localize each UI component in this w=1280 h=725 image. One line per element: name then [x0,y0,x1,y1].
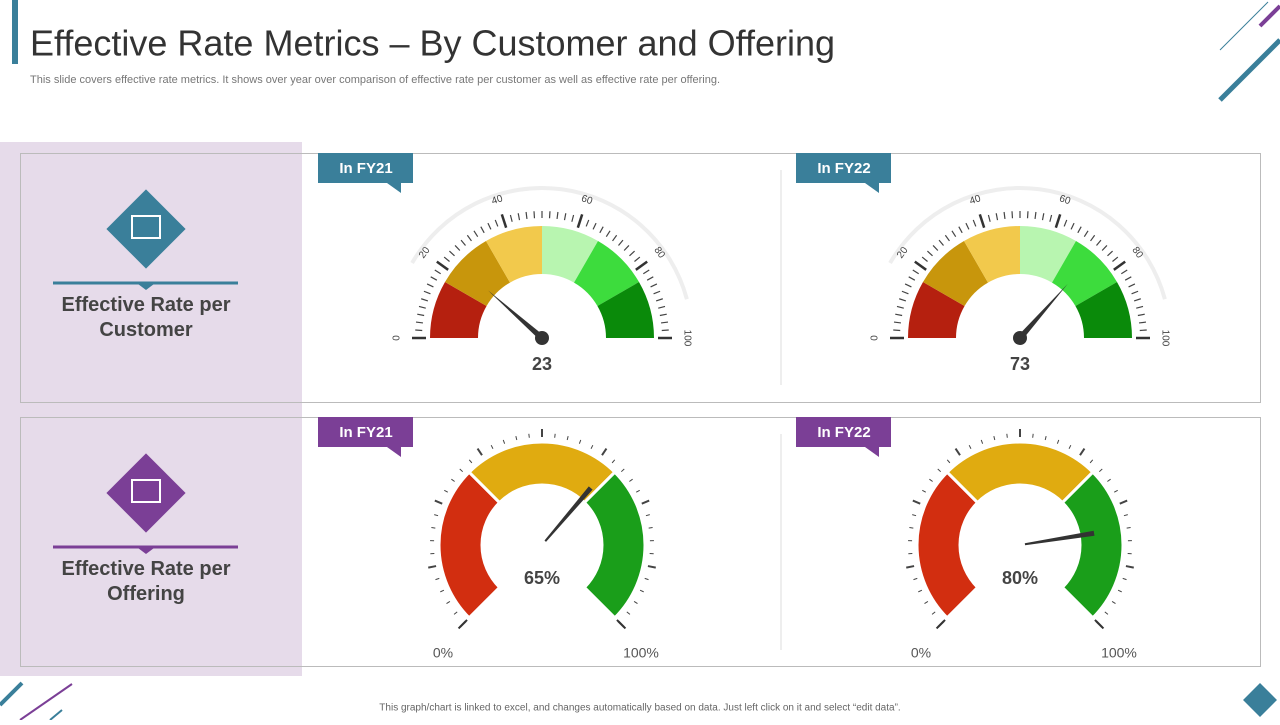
decor-line [20,684,72,720]
tick-label: 0% [911,645,931,661]
gauge-value: 23 [532,354,552,374]
decor-line [0,683,22,705]
tick-label: 0 [392,335,403,341]
needle-hub [1013,331,1027,345]
decor-line [1260,6,1280,26]
tick-label: 100 [1159,330,1170,347]
minor-tick [909,527,913,528]
tag: In FY22 [817,160,870,177]
tick-label: 0% [433,645,453,661]
tag: In FY21 [339,160,392,177]
minor-tick [431,527,435,528]
label-line: Offering [107,583,185,605]
footer: This graph/chart is linked to excel, and… [379,703,900,714]
accent-bar [12,0,18,64]
gauge-value: 80% [1002,568,1038,588]
decor-line [1220,40,1280,100]
label-line: Customer [99,319,193,341]
needle-hub [535,331,549,345]
tick-label: 100% [1101,645,1137,661]
decor-diamond [1243,683,1277,717]
tick-label: 0 [870,335,881,341]
tag: In FY22 [817,424,870,441]
minor-tick [1127,527,1131,528]
minor-tick [649,527,653,528]
label-line: Effective Rate per [62,294,231,316]
subtitle: This slide covers effective rate metrics… [30,74,720,86]
tick-label: 100% [623,645,659,661]
title: Effective Rate Metrics – By Customer and… [30,23,835,64]
gauge-value: 65% [524,568,560,588]
tick-label: 100 [681,330,692,347]
gauge-value: 73 [1010,354,1030,374]
decor-line [50,710,62,720]
label-line: Effective Rate per [62,558,231,580]
tag: In FY21 [339,424,392,441]
